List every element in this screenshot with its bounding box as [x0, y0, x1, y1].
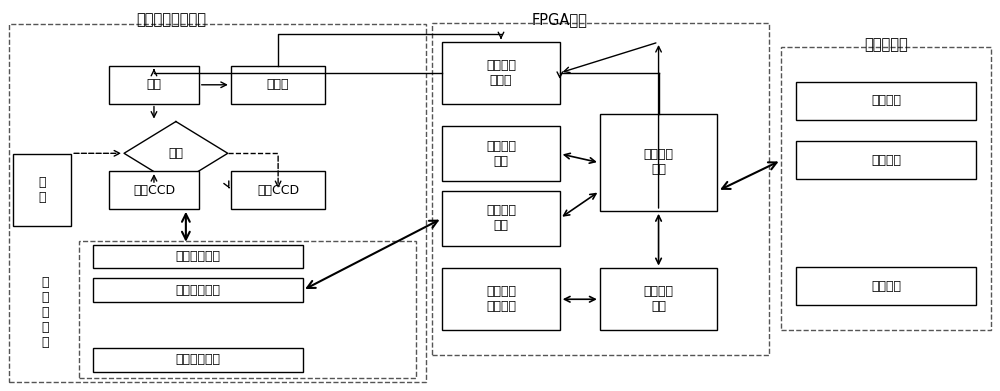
Text: 端塞: 端塞 [168, 147, 183, 160]
Bar [442, 191, 560, 246]
Text: 光
源: 光 源 [39, 176, 46, 204]
Bar [442, 127, 560, 181]
Text: 数据显示: 数据显示 [871, 94, 901, 107]
Bar [109, 66, 199, 104]
Bar [781, 47, 991, 330]
Bar [93, 278, 303, 302]
Text: 面阵CCD: 面阵CCD [133, 183, 175, 197]
Text: 电机: 电机 [146, 78, 161, 91]
Text: 图像处理
模块: 图像处理 模块 [644, 285, 674, 313]
Bar [93, 348, 303, 372]
Text: 线阵CCD: 线阵CCD [257, 183, 299, 197]
Text: 串行通信
模块: 串行通信 模块 [486, 204, 516, 232]
Text: 触发控制
模块: 触发控制 模块 [486, 140, 516, 168]
Bar [93, 245, 303, 269]
Bar [442, 269, 560, 330]
Text: 编码器: 编码器 [267, 78, 289, 91]
Text: 图像采集硬件模块: 图像采集硬件模块 [136, 12, 206, 27]
Bar [231, 66, 325, 104]
Text: 电机控制
器模块: 电机控制 器模块 [486, 59, 516, 87]
Text: FPGA系统: FPGA系统 [532, 12, 588, 27]
Text: 串行通信模块: 串行通信模块 [175, 284, 220, 297]
Text: 数据保存: 数据保存 [871, 280, 901, 293]
Text: 信
号
转
接
板: 信 号 转 接 板 [42, 276, 49, 349]
Bar [432, 23, 769, 355]
Bar [13, 154, 71, 226]
Bar [231, 171, 325, 209]
Text: 上位机模块: 上位机模块 [864, 37, 908, 52]
Bar [796, 142, 976, 179]
Bar [79, 241, 416, 378]
Bar [9, 24, 426, 382]
Bar [600, 269, 717, 330]
Bar [600, 114, 717, 211]
Text: 图像采集
控制模块: 图像采集 控制模块 [486, 285, 516, 313]
Text: 系统控制: 系统控制 [871, 154, 901, 167]
Bar [796, 267, 976, 305]
Bar [442, 42, 560, 104]
Text: 图像数据模块: 图像数据模块 [175, 353, 220, 366]
Text: 主控制器
模块: 主控制器 模块 [644, 148, 674, 176]
Bar [109, 171, 199, 209]
Text: 控制信号模块: 控制信号模块 [175, 250, 220, 263]
Bar [796, 82, 976, 120]
